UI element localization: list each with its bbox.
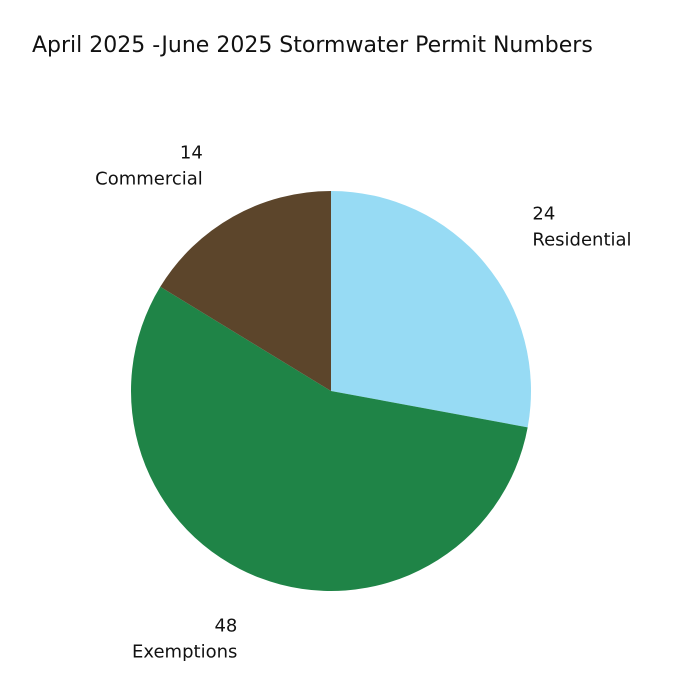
slice-value-exemptions: 48 — [214, 616, 237, 637]
slice-label-commercial: Commercial — [95, 169, 203, 190]
pie-slices — [130, 191, 531, 592]
pie-slice-exemptions — [130, 286, 528, 592]
slice-label-exemptions: Exemptions — [132, 642, 237, 663]
slice-value-residential: 24 — [532, 203, 555, 224]
pie-slice-residential — [331, 191, 531, 428]
pie-slice-commercial — [160, 191, 331, 391]
chart-title: April 2025 -June 2025 Stormwater Permit … — [32, 33, 593, 58]
slice-labels: 24 Residential 48 Exemptions 14 Commercial — [95, 143, 631, 663]
slice-value-commercial: 14 — [180, 143, 203, 164]
slice-label-residential: Residential — [532, 229, 631, 250]
